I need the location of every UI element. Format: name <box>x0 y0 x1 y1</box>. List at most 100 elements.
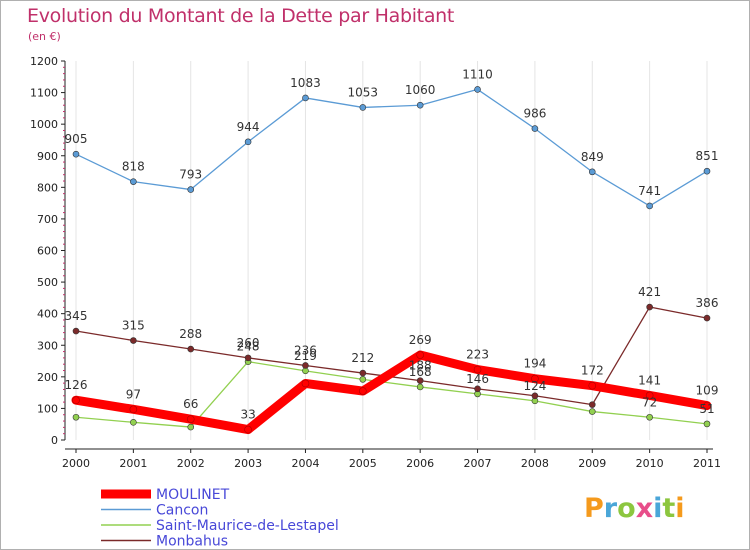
data-point <box>187 423 195 431</box>
data-point <box>416 351 424 359</box>
x-tick-label: 2001 <box>119 457 147 470</box>
data-label: 1053 <box>348 85 379 99</box>
y-tick-label: 100 <box>37 402 58 415</box>
y-tick-label: 600 <box>37 245 58 258</box>
data-label: 1060 <box>405 83 436 97</box>
series-line-cancon <box>75 88 708 207</box>
series-layer <box>71 86 712 435</box>
data-label: 849 <box>581 150 604 164</box>
x-tick-label: 2009 <box>578 457 606 470</box>
unit-label: (en €) <box>28 30 61 43</box>
x-tick-label: 2004 <box>291 457 319 470</box>
data-label: 315 <box>122 319 145 333</box>
y-tick-label: 900 <box>37 150 58 163</box>
y-tick-label: 300 <box>37 339 58 352</box>
y-tick-label: 800 <box>37 181 58 194</box>
data-point <box>359 369 367 377</box>
x-tick-label: 2008 <box>521 457 549 470</box>
data-label: 172 <box>581 364 604 378</box>
data-point <box>645 391 654 400</box>
data-point <box>588 168 596 176</box>
data-label: 141 <box>638 373 661 387</box>
data-point <box>531 374 539 383</box>
data-point <box>359 376 367 383</box>
data-label: 986 <box>523 107 546 121</box>
data-point <box>359 387 367 395</box>
data-point <box>646 202 653 210</box>
data-label: 386 <box>696 296 719 310</box>
data-label: 236 <box>294 343 317 357</box>
data-label: 124 <box>523 379 546 393</box>
data-point <box>130 337 137 344</box>
grid-lines <box>75 61 708 440</box>
y-tick-label: 200 <box>37 371 58 384</box>
data-label: 1110 <box>462 67 493 81</box>
y-tick-label: 1000 <box>30 118 58 131</box>
data-point <box>302 94 309 102</box>
data-label: 66 <box>183 397 198 411</box>
data-point <box>72 413 80 421</box>
data-point <box>130 419 137 426</box>
y-tick-label: 1200 <box>30 55 58 68</box>
data-point <box>416 377 424 384</box>
data-label: 223 <box>466 348 489 362</box>
x-tick-label: 2002 <box>177 457 205 470</box>
x-tick-label: 2000 <box>62 457 90 470</box>
data-label: 288 <box>179 327 202 341</box>
data-label: 146 <box>466 372 489 386</box>
data-point <box>416 101 424 109</box>
data-labels: 126 97 66 33 269 223 194 172 141 109 905 818 793 944 1… <box>65 67 719 421</box>
x-tick-label: 2010 <box>636 457 664 470</box>
y-tick-label: 500 <box>37 276 58 289</box>
data-point <box>473 365 482 374</box>
data-point <box>187 186 195 193</box>
data-point <box>302 362 309 369</box>
y-tick-label: 1100 <box>30 87 58 100</box>
data-label: 269 <box>409 333 432 347</box>
data-point <box>359 104 367 111</box>
data-point <box>703 401 711 410</box>
legend-label: Saint-Maurice-de-Lestapel <box>156 518 339 534</box>
data-label: 219 <box>294 349 317 363</box>
chart-title: Evolution du Montant de la Dette par Hab… <box>27 5 455 27</box>
y-tick-label: 0 <box>51 434 58 447</box>
logo-letter: i <box>675 493 684 524</box>
legend-label: Cancon <box>156 503 208 519</box>
data-point <box>703 167 711 175</box>
data-point <box>474 385 481 393</box>
logo-letter: x <box>636 493 653 524</box>
logo-letter: r <box>604 493 618 524</box>
data-label: 793 <box>179 168 202 182</box>
logo-letter: t <box>662 493 675 524</box>
data-label: 741 <box>638 184 661 198</box>
data-label: 168 <box>409 365 432 379</box>
data-point <box>531 392 539 400</box>
proxiti-logo-text: Proxiti <box>584 493 685 524</box>
data-point <box>187 345 195 353</box>
data-label: 194 <box>523 357 546 371</box>
data-label: 97 <box>126 387 141 401</box>
legend-label: MOULINET <box>156 487 230 503</box>
proxiti-logo: Proxiti <box>584 493 685 524</box>
data-label: 818 <box>122 160 145 174</box>
data-label: 51 <box>699 402 714 416</box>
data-label: 345 <box>65 309 88 323</box>
series-line-saint-maurice-de-lestapel <box>75 361 708 428</box>
data-point <box>588 381 597 390</box>
data-label: 212 <box>351 351 374 365</box>
logo-letter: o <box>617 493 636 524</box>
data-point <box>130 178 137 185</box>
series-line-moulinet <box>71 350 712 435</box>
data-point <box>301 379 310 388</box>
data-point <box>72 150 80 158</box>
data-point <box>703 420 711 428</box>
data-label: 851 <box>696 149 719 163</box>
data-label: 260 <box>237 336 260 350</box>
data-label: 944 <box>237 120 260 134</box>
data-point <box>72 327 80 335</box>
data-point <box>416 383 424 391</box>
data-point <box>186 415 195 423</box>
data-point <box>588 401 596 408</box>
